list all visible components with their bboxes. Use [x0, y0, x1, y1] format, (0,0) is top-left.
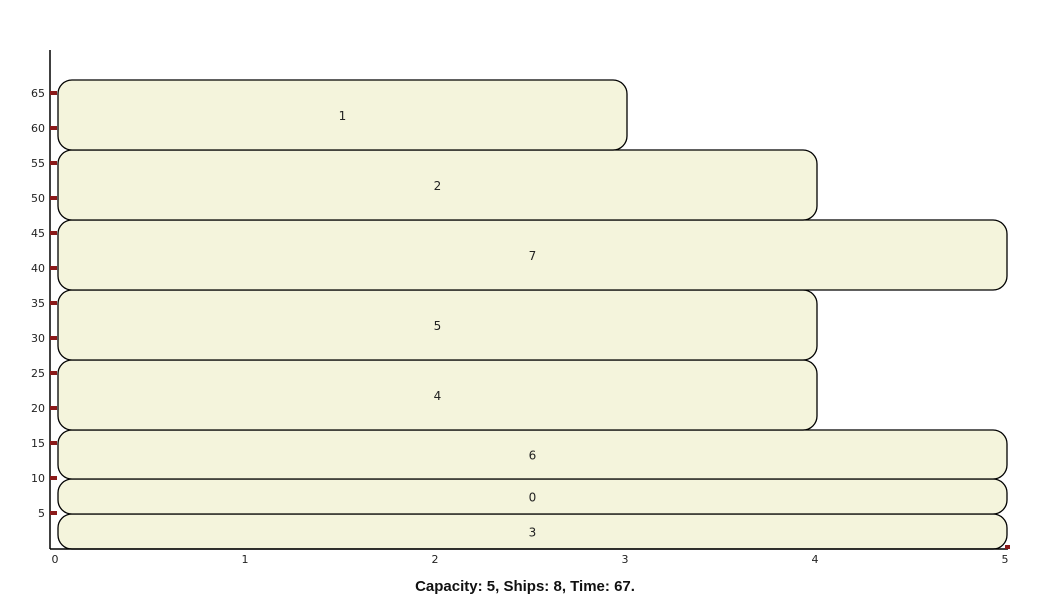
y-tick-mark [50, 126, 57, 130]
y-tick-mark [50, 196, 57, 200]
capacity-value: 5 [486, 578, 496, 595]
chart-caption: Capacity: 5, Ships: 8, Time: 67. [415, 578, 635, 595]
blocks-layer: 3 0 6 4 5 7 2 1 [57, 79, 1008, 550]
time-label: Time: [570, 578, 610, 595]
ships-value: 8 [553, 578, 562, 595]
x-tick-label: 3 [622, 553, 629, 566]
y-tick-mark [50, 441, 57, 445]
y-tick-label: 60 [31, 122, 45, 135]
y-tick-label: 40 [31, 262, 45, 275]
time-value: 67. [614, 578, 635, 595]
y-tick-label: 15 [31, 437, 45, 450]
y-tick-label: 10 [31, 472, 45, 485]
x-tick-mark [1005, 545, 1010, 549]
y-tick-mark [50, 476, 57, 480]
y-tick-label: 30 [31, 332, 45, 345]
y-tick-label: 50 [31, 192, 45, 205]
ship-label: 4 [434, 389, 442, 403]
capacity-label: Capacity: [415, 578, 483, 595]
x-tick-label: 2 [432, 553, 439, 566]
x-tick-label: 4 [812, 553, 819, 566]
y-tick-label: 45 [31, 227, 45, 240]
ship-label: 0 [529, 491, 537, 505]
y-tick-mark [50, 511, 57, 515]
ship-label: 3 [529, 526, 537, 540]
y-tick-label: 55 [31, 157, 45, 170]
y-tick-mark [50, 336, 57, 340]
y-tick-label: 20 [31, 402, 45, 415]
y-tick-label: 35 [31, 297, 45, 310]
ship-label: 1 [339, 109, 347, 123]
ship-label: 2 [434, 179, 442, 193]
x-tick-label: 5 [1002, 553, 1009, 566]
ships-label: Ships: [503, 578, 550, 595]
y-tick-mark [50, 266, 57, 270]
y-tick-mark [50, 406, 57, 410]
ship-label: 6 [529, 449, 537, 463]
y-tick-label: 65 [31, 87, 45, 100]
y-tick-mark [50, 161, 57, 165]
ship-label: 5 [434, 319, 442, 333]
x-tick-label: 1 [242, 553, 249, 566]
y-tick-label: 25 [31, 367, 45, 380]
y-tick-mark [50, 91, 57, 95]
x-tick-label: 0 [52, 553, 59, 566]
ship-label: 7 [529, 249, 537, 263]
y-tick-mark [50, 371, 57, 375]
y-tick-mark [50, 231, 57, 235]
ship-block-1 [57, 79, 628, 151]
y-tick-label: 5 [38, 507, 45, 520]
y-tick-mark [50, 301, 57, 305]
